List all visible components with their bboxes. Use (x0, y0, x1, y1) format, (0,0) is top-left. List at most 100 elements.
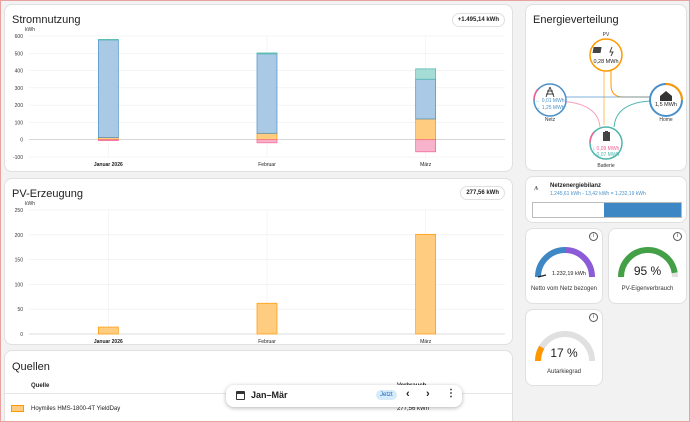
info-icon[interactable]: i (589, 232, 598, 241)
netto-gauge (535, 247, 595, 278)
stromnutzung-chart: kWh -100 0 100 200 300 400 500 600 Januar 2026 Feb… (13, 27, 505, 168)
netto-label: Netto vom Netz bezogen (530, 286, 598, 292)
eigenverbrauch-gauge-fill (618, 246, 678, 278)
quellen-col-source: Quelle (31, 383, 50, 389)
bar-grid (415, 78, 437, 120)
x-tick-label: März (420, 339, 432, 345)
x-tick-label: Februar (258, 339, 276, 345)
y-tick-label: 200 (15, 233, 24, 239)
x-tick-label: Februar (258, 162, 276, 168)
home-value: 1,5 MWh (655, 102, 677, 108)
netz-label: Netz (545, 117, 556, 123)
now-button[interactable]: Jetzt (376, 390, 397, 400)
quellen-row-name: Hoymiles HMS-1800-4T YieldDay (31, 406, 121, 412)
stromnutzung-card: Stromnutzung +1.495,14 kWh kWh -100 0 100 20… (4, 4, 513, 172)
eigenverbrauch-label: PV-Eigenverbrauch (621, 286, 674, 292)
netto-value: 1.232,19 kWh (552, 271, 586, 277)
y-tick-label: 100 (15, 282, 24, 288)
pv-erzeugung-total: 277,56 kWh (460, 186, 505, 200)
netz-node-ring-red (533, 88, 539, 101)
y-unit-label: kWh (25, 201, 35, 207)
quellen-title: Quellen (12, 361, 50, 373)
eigenverbrauch-gauge (618, 246, 678, 278)
bar-pv (97, 326, 119, 335)
y-tick-label: 50 (17, 307, 23, 313)
bar-pv (415, 233, 437, 335)
home-node-ring-pv (665, 83, 683, 101)
x-tick-label: Januar 2026 (94, 162, 123, 168)
bar-battery_in (415, 68, 437, 80)
pv-node[interactable] (589, 38, 623, 72)
y-tick-label: 250 (15, 208, 24, 214)
bar-pv (256, 302, 278, 335)
y-tick-label: 200 (15, 103, 24, 109)
netz-node[interactable] (533, 83, 567, 117)
batterie-node-ring-red (589, 131, 595, 144)
previous-icon[interactable]: ‹ (406, 388, 410, 400)
flow-line-pv-home (610, 71, 650, 98)
date-range-label[interactable]: Jan–Mär (251, 390, 288, 400)
y-unit-label: kWh (25, 27, 35, 33)
autarkie-label: Autarkiegrad (546, 369, 582, 375)
eigenverbrauch-value: 95 % (633, 264, 662, 278)
quellen-row-value: 277,56 kWh (397, 406, 430, 412)
quellen-swatch (11, 405, 24, 412)
flow-line-battery-home (613, 100, 651, 128)
pv-label: PV (603, 32, 610, 38)
batterie-label: Batterie (597, 163, 614, 169)
netto-gauge-arc-purple (564, 247, 595, 278)
batterie-in-value: ↓ 0,09 MWh (593, 146, 620, 152)
netzenergiebilanz-bar (532, 202, 682, 218)
x-tick-label: März (420, 162, 432, 168)
netzenergiebilanz-formula: 1.245,61 kWh - 13,42 kWh = 1.232,19 kWh (550, 191, 646, 197)
info-icon[interactable]: i (589, 313, 598, 322)
date-range-bar: Jan–Mär Jetzt ‹ › ⋮ (226, 385, 462, 407)
y-tick-label: 0 (20, 332, 23, 338)
more-icon[interactable]: ⋮ (446, 388, 456, 399)
autarkie-gauge-fill (535, 345, 545, 362)
stromnutzung-title: Stromnutzung (12, 14, 81, 26)
solar-panel-icon (592, 46, 614, 57)
bar-pv (256, 132, 278, 141)
bar-pv (415, 118, 437, 141)
netzenergiebilanz-card: ⩚ Netzenergiebilanz 1.245,61 kWh - 13,42… (525, 176, 687, 223)
transmission-tower-small-icon: ⩚ (534, 183, 539, 192)
netz-out-value: ← 0,01 MWh (535, 98, 564, 104)
energieverteilung-card: Energieverteilung (525, 4, 687, 171)
netto-card: i 1.232,19 kWh Netto vom Netz bezogen (525, 228, 603, 304)
next-icon[interactable]: › (426, 388, 430, 400)
pv-erzeugung-title: PV-Erzeugung (12, 188, 83, 200)
home-label: Home (659, 117, 673, 123)
pv-erzeugung-chart: kWh 0 50 100 150 200 250 Januar 2026 Februar März (15, 201, 505, 345)
calendar-icon (236, 391, 245, 400)
autarkie-gauge (535, 331, 595, 362)
y-tick-label: 400 (15, 69, 24, 75)
pv-erzeugung-card: PV-Erzeugung 277,56 kWh kWh 0 50 100 150 200 2… (4, 178, 513, 345)
bar-grid (256, 53, 278, 134)
pv-value: 0,28 MWh (593, 59, 618, 65)
y-tick-label: 100 (15, 120, 24, 126)
bar-battery_out (256, 139, 278, 144)
y-tick-label: 600 (15, 34, 24, 40)
y-tick-label: 300 (15, 86, 24, 92)
transmission-tower-icon (545, 86, 555, 98)
bar-battery_out (415, 139, 437, 153)
netto-gauge-needle (537, 274, 547, 278)
netto-gauge-arc-blue (535, 247, 566, 278)
battery-icon (603, 131, 610, 141)
eigenverbrauch-card: i 95 % PV-Eigenverbrauch (608, 228, 687, 304)
y-tick-label: -100 (13, 155, 23, 161)
batterie-out-value: ↑ 0,07 MWh (593, 152, 620, 158)
info-icon[interactable]: i (673, 232, 682, 241)
bar-battery_in (256, 52, 278, 55)
y-tick-label: 500 (15, 51, 24, 57)
energy-flow-diagram: PV 0,28 MWh ← 0,01 MWh → 1,25 MWh Netz 1… (533, 32, 683, 169)
autarkie-card: i 17 % Autarkiegrad (525, 309, 603, 386)
bar-battery_in (97, 39, 119, 41)
energieverteilung-title: Energieverteilung (533, 14, 619, 26)
bar-battery_out (97, 139, 119, 141)
netzenergiebilanz-bar-fill (604, 203, 681, 217)
home-icon (660, 91, 672, 101)
netzenergiebilanz-title: Netzenergiebilanz (550, 183, 602, 189)
bar-grid (97, 39, 119, 138)
